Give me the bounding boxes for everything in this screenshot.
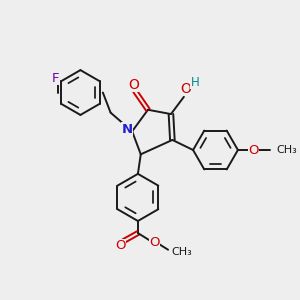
Text: O: O — [180, 82, 191, 96]
Text: CH₃: CH₃ — [276, 145, 297, 155]
Text: N: N — [122, 122, 133, 136]
Text: O: O — [248, 143, 258, 157]
Text: O: O — [128, 78, 139, 92]
Text: CH₃: CH₃ — [172, 247, 192, 257]
Text: O: O — [149, 236, 160, 249]
Text: O: O — [116, 239, 126, 252]
Text: H: H — [190, 76, 199, 89]
Text: F: F — [52, 72, 59, 85]
